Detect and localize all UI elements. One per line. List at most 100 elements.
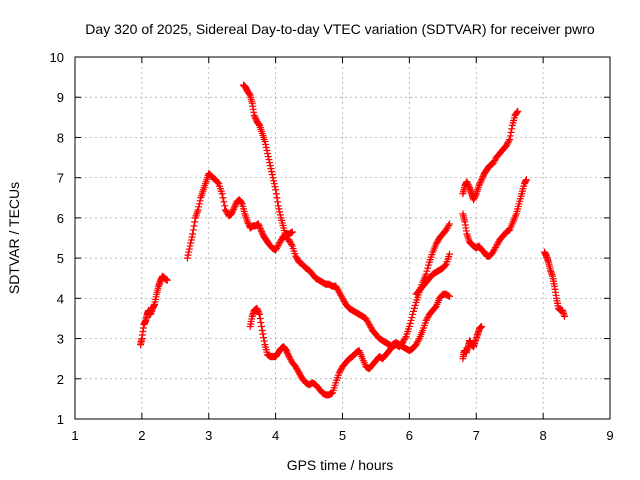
y-tick-label: 6 <box>57 211 64 226</box>
y-tick-label: 10 <box>50 50 64 65</box>
data-point <box>266 159 274 167</box>
data-point <box>262 144 270 151</box>
data-point <box>266 162 274 170</box>
data-point <box>471 193 479 201</box>
data-point <box>255 120 263 128</box>
data-point <box>284 351 292 359</box>
data-point <box>472 191 480 199</box>
data-point <box>267 165 275 173</box>
data-point <box>424 313 432 321</box>
data-point <box>410 307 418 315</box>
data-point <box>232 201 239 209</box>
data-point <box>293 366 301 374</box>
data-point <box>406 319 414 327</box>
data-point <box>489 160 497 168</box>
y-tick-label: 1 <box>57 412 64 427</box>
data-point <box>286 354 294 362</box>
data-point <box>337 291 345 299</box>
data-point <box>492 242 500 250</box>
data-point <box>385 347 393 355</box>
data-point <box>229 205 237 213</box>
data-point <box>411 301 419 309</box>
data-point <box>218 190 226 198</box>
data-point <box>254 220 262 228</box>
chart-title: Day 320 of 2025, Sidereal Day-to-day VTE… <box>85 21 595 37</box>
data-point <box>401 334 409 342</box>
data-point <box>292 363 300 371</box>
data-point <box>446 292 453 300</box>
data-point <box>493 241 501 249</box>
data-point <box>282 347 290 355</box>
data-point <box>491 244 499 252</box>
data-point <box>272 246 280 254</box>
data-point <box>514 107 522 115</box>
plot-frame <box>74 56 611 420</box>
data-point <box>442 226 450 234</box>
data-point <box>333 285 341 293</box>
series-arc-1 <box>137 272 171 349</box>
data-point <box>258 229 266 237</box>
series-arc-8 <box>459 176 530 260</box>
data-point <box>185 245 193 253</box>
data-point <box>190 222 198 230</box>
data-point <box>238 199 246 207</box>
data-point <box>256 224 264 232</box>
data-point <box>271 183 279 191</box>
data-point <box>413 339 421 347</box>
data-point <box>489 248 497 256</box>
data-point <box>264 150 272 158</box>
data-point <box>522 176 530 184</box>
data-point <box>513 108 521 116</box>
data-point <box>332 282 340 290</box>
data-point <box>470 196 478 204</box>
data-point <box>335 369 343 377</box>
series-arc-4 <box>246 290 453 399</box>
data-point <box>195 200 203 208</box>
x-tick-label: 8 <box>540 428 547 443</box>
data-point <box>365 320 373 328</box>
data-point <box>507 128 515 136</box>
data-point <box>477 177 485 185</box>
data-point <box>367 323 375 331</box>
data-point <box>256 314 264 322</box>
data-point <box>503 140 511 148</box>
data-point <box>258 227 266 235</box>
data-point <box>195 203 203 211</box>
data-point <box>339 294 346 302</box>
data-point <box>191 218 199 226</box>
data-point <box>189 226 197 234</box>
data-point <box>254 307 262 315</box>
data-point <box>506 135 514 143</box>
x-tick-label: 5 <box>339 428 346 443</box>
data-point <box>286 238 294 246</box>
data-point <box>263 147 271 155</box>
data-point <box>268 171 276 179</box>
data-point <box>423 315 431 323</box>
data-point <box>400 337 408 345</box>
data-point <box>362 314 370 322</box>
data-point <box>276 239 284 247</box>
data-point <box>505 137 513 145</box>
data-point <box>276 208 284 216</box>
data-point <box>470 194 478 202</box>
data-point <box>464 179 472 187</box>
data-point <box>333 284 341 292</box>
data-point <box>295 369 303 377</box>
data-point <box>258 327 266 335</box>
data-point <box>260 337 268 345</box>
data-point <box>275 240 283 248</box>
data-point <box>214 179 222 187</box>
data-point <box>410 304 418 312</box>
data-point <box>478 322 486 330</box>
data-point <box>244 219 252 227</box>
data-point <box>425 261 433 269</box>
data-point <box>269 174 277 182</box>
data-point <box>336 290 344 298</box>
data-point <box>256 310 264 318</box>
data-point <box>443 224 451 232</box>
y-tick-label: 8 <box>57 130 64 145</box>
x-axis-label: GPS time / hours <box>287 457 394 473</box>
data-point <box>260 334 268 342</box>
data-point <box>262 140 270 148</box>
data-point <box>339 296 347 304</box>
